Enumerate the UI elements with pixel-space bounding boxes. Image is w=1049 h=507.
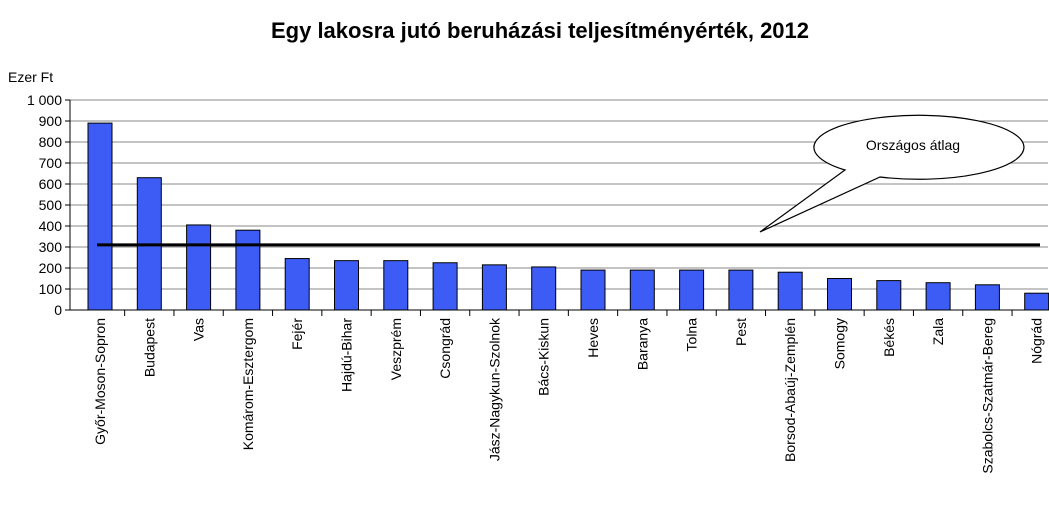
x-tick-label: Pest — [733, 318, 749, 346]
y-axis-label: Ezer Ft — [8, 69, 53, 85]
bar — [334, 260, 359, 311]
x-tick-label: Vas — [191, 318, 207, 341]
callout-text: Országos átlag — [866, 137, 960, 153]
bar — [580, 269, 606, 311]
x-tick-label: Komárom-Esztergom — [240, 318, 256, 450]
bar — [925, 282, 951, 311]
x-tick-label: Csongrád — [437, 318, 453, 379]
bar — [531, 266, 557, 311]
bar — [974, 284, 1000, 311]
x-tick-label: Somogy — [832, 318, 848, 369]
x-tick-label: Veszprém — [388, 318, 404, 380]
bar — [383, 260, 409, 311]
y-tick-label: 300 — [39, 239, 63, 255]
x-tick-label: Zala — [930, 318, 946, 345]
x-tick-label: Heves — [585, 318, 601, 358]
x-tick-label: Békés — [881, 318, 897, 357]
x-tick-label: Jász-Nagykun-Szolnok — [486, 317, 502, 461]
bar — [186, 224, 212, 311]
x-tick-label: Nógrád — [1029, 318, 1045, 364]
bar — [629, 269, 655, 311]
chart-title: Egy lakosra jutó beruházási teljesítmény… — [271, 18, 809, 43]
bar — [1024, 292, 1049, 311]
bar — [481, 264, 507, 311]
y-tick-label: 600 — [39, 176, 63, 192]
y-tick-label: 800 — [39, 134, 63, 150]
x-tick-label: Fejér — [289, 318, 305, 350]
bar — [432, 262, 458, 311]
x-tick-label: Baranya — [634, 318, 650, 370]
x-tick-label: Tolna — [684, 318, 700, 352]
bar — [87, 122, 113, 311]
y-tick-label: 100 — [39, 281, 63, 297]
bar — [827, 278, 852, 311]
bar — [777, 271, 803, 311]
bar — [284, 258, 310, 311]
y-tick-label: 1 000 — [27, 92, 62, 108]
y-tick-label: 400 — [39, 218, 63, 234]
x-tick-label: Szabolcs-Szatmár-Bereg — [979, 318, 995, 474]
x-tick-label: Hajdú-Bihar — [339, 318, 355, 392]
x-tick-label: Bács-Kiskun — [536, 318, 552, 396]
y-tick-label: 0 — [54, 302, 62, 318]
bar — [728, 269, 754, 311]
bar — [235, 229, 261, 311]
y-tick-label: 200 — [39, 260, 63, 276]
bar — [876, 280, 902, 311]
y-tick-label: 500 — [39, 197, 63, 213]
x-tick-label: Győr-Moson-Sopron — [92, 318, 108, 445]
bar — [679, 269, 705, 311]
y-tick-label: 900 — [39, 113, 63, 129]
y-tick-label: 700 — [39, 155, 63, 171]
x-tick-label: Borsod-Abaúj-Zemplén — [782, 318, 798, 462]
x-tick-label: Budapest — [141, 318, 157, 377]
callout-bubble — [759, 114, 1025, 233]
